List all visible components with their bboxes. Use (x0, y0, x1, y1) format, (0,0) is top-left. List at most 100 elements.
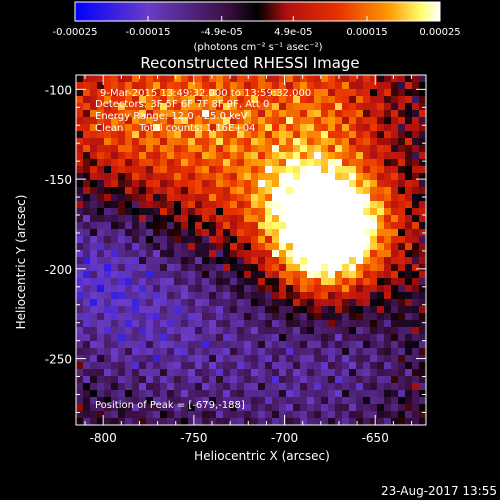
heatmap-cell (97, 411, 105, 419)
heatmap-cell (349, 145, 357, 153)
heatmap-cell (335, 320, 343, 328)
heatmap-cell (216, 334, 224, 342)
heatmap-cell (391, 103, 399, 111)
heatmap-cell (384, 229, 392, 237)
heatmap-cell (349, 390, 357, 398)
heatmap-cell (377, 257, 385, 265)
heatmap-cell (307, 236, 315, 244)
heatmap-cell (286, 292, 294, 300)
heatmap-cell (132, 131, 140, 139)
heatmap-cell (265, 236, 273, 244)
heatmap-cell (391, 222, 399, 230)
heatmap-cell (279, 124, 287, 132)
heatmap-cell (83, 194, 91, 202)
heatmap-cell (349, 320, 357, 328)
colorbar-gradient (74, 1, 441, 22)
heatmap-cell (202, 285, 210, 293)
heatmap-cell (286, 383, 294, 391)
heatmap-cell (90, 271, 98, 279)
heatmap-cell (398, 306, 406, 314)
heatmap-cell (335, 208, 343, 216)
heatmap-cell (223, 390, 231, 398)
heatmap-cell (174, 285, 182, 293)
heatmap-cell (286, 180, 294, 188)
heatmap-cell (272, 369, 280, 377)
heatmap-cell (237, 264, 245, 272)
heatmap-cell (335, 236, 343, 244)
heatmap-cell (398, 145, 406, 153)
heatmap-cell (160, 89, 168, 97)
heatmap-cell (216, 292, 224, 300)
heatmap-cell (230, 411, 238, 419)
heatmap-cell (244, 411, 252, 419)
heatmap-cell (363, 194, 371, 202)
heatmap-cell (139, 369, 147, 377)
heatmap-cell (132, 75, 140, 83)
heatmap-cell (384, 215, 392, 223)
heatmap-cell (209, 369, 217, 377)
heatmap-cell (188, 404, 196, 412)
heatmap-cell (97, 75, 105, 83)
heatmap-cell (181, 215, 189, 223)
heatmap-cell (139, 404, 147, 412)
heatmap-cell (272, 124, 280, 132)
heatmap-cell (377, 334, 385, 342)
heatmap-cell (237, 397, 245, 405)
heatmap-cell (307, 411, 315, 419)
heatmap-cell (167, 187, 175, 195)
heatmap-cell (167, 145, 175, 153)
heatmap-cell (195, 208, 203, 216)
heatmap-cell (321, 334, 329, 342)
heatmap-cell (195, 229, 203, 237)
heatmap-cell (286, 411, 294, 419)
heatmap-cell (258, 229, 266, 237)
heatmap-cell (398, 75, 406, 83)
heatmap-cell (377, 201, 385, 209)
heatmap-cell (300, 117, 308, 125)
heatmap-cell (132, 390, 140, 398)
heatmap-cell (153, 187, 161, 195)
heatmap-cell (90, 299, 98, 307)
heatmap-cell (83, 131, 91, 139)
heatmap-cell (300, 271, 308, 279)
heatmap-cell (83, 299, 91, 307)
heatmap-cell (265, 334, 273, 342)
heatmap-cell (258, 320, 266, 328)
heatmap-cell (293, 376, 301, 384)
heatmap-cell (286, 96, 294, 104)
heatmap-cell (202, 96, 210, 104)
heatmap-cell (83, 411, 91, 419)
heatmap-cell (356, 82, 364, 90)
heatmap-cell (370, 250, 378, 258)
heatmap-cell (97, 348, 105, 356)
heatmap-cell (279, 159, 287, 167)
heatmap-cell (251, 215, 259, 223)
heatmap-cell (174, 208, 182, 216)
heatmap-cell (412, 75, 420, 83)
heatmap-cell (356, 222, 364, 230)
heatmap-cell (223, 397, 231, 405)
heatmap-cell (370, 208, 378, 216)
heatmap-cell (272, 159, 280, 167)
heatmap-cell (293, 138, 301, 146)
heatmap-cell (405, 229, 413, 237)
heatmap-cell (118, 194, 126, 202)
heatmap-cell (342, 292, 350, 300)
heatmap-cell (349, 215, 357, 223)
heatmap-cell (118, 257, 126, 265)
heatmap-cell (237, 117, 245, 125)
heatmap-cell (328, 341, 336, 349)
heatmap-cell (230, 103, 238, 111)
heatmap-cell (321, 187, 329, 195)
heatmap-cell (209, 229, 217, 237)
heatmap-cell (104, 194, 112, 202)
heatmap-cell (83, 236, 91, 244)
heatmap-cell (265, 320, 273, 328)
heatmap-cell (76, 110, 84, 118)
heatmap-cell (272, 75, 280, 83)
heatmap-cell (181, 96, 189, 104)
heatmap-cell (412, 194, 420, 202)
heatmap-cell (412, 376, 420, 384)
heatmap-cell (349, 194, 357, 202)
heatmap-cell (335, 271, 343, 279)
